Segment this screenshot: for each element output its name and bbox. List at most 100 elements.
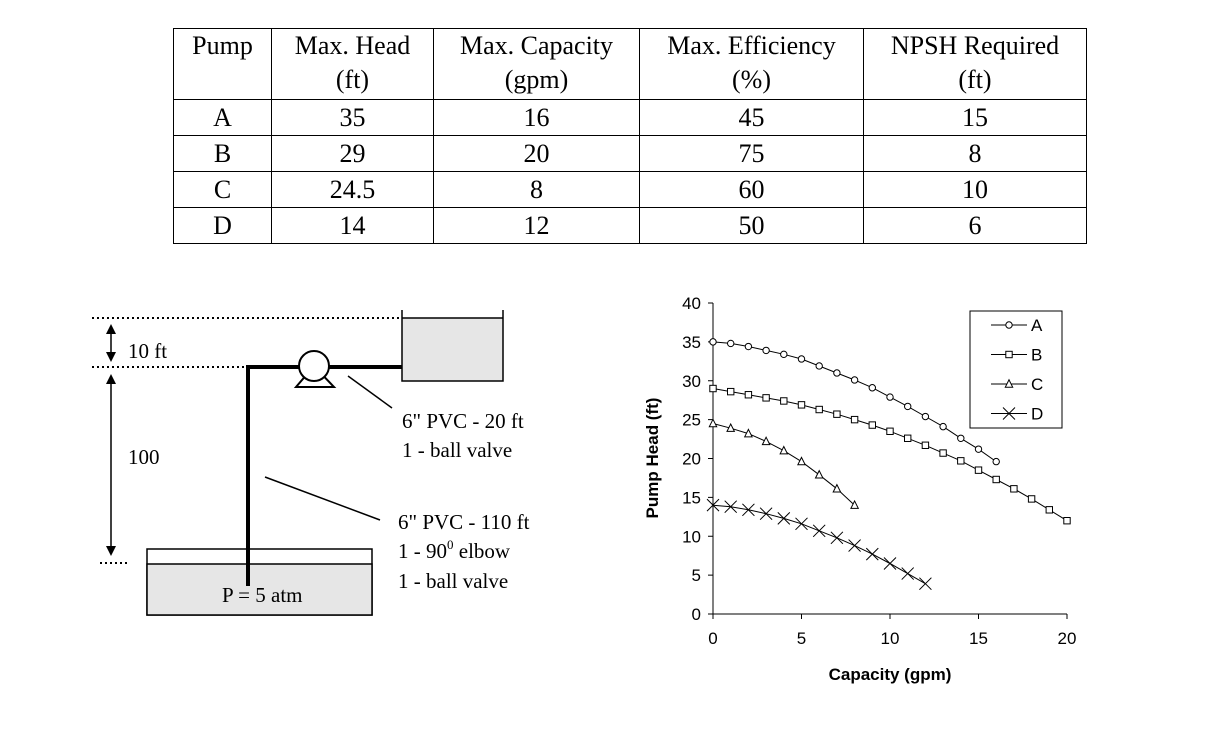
legend-label-A: A xyxy=(1031,316,1043,335)
table-cell: 15 xyxy=(863,99,1087,136)
data-point-D xyxy=(901,567,915,580)
table-cell: 8 xyxy=(433,171,640,208)
chart-series xyxy=(706,338,1071,591)
data-point-A xyxy=(780,350,788,359)
pump-data-table: Pump Max. Head (ft) Max. Capacity (gpm) Ma… xyxy=(173,28,1087,244)
x-tick-label: 15 xyxy=(969,629,988,648)
data-point-A xyxy=(939,422,947,431)
y-tick-label: 20 xyxy=(682,450,701,469)
data-point-C xyxy=(779,445,789,455)
data-point-D xyxy=(883,557,897,570)
data-point-D xyxy=(724,500,738,514)
suction-elbow-suffix: elbow xyxy=(454,539,511,563)
legend-label-C: C xyxy=(1031,375,1043,394)
data-point-A xyxy=(868,384,877,392)
data-point-A xyxy=(921,412,930,421)
data-point-A xyxy=(904,402,912,411)
y-tick-label: 40 xyxy=(682,294,701,313)
x-tick-label: 10 xyxy=(881,629,900,648)
data-point-A xyxy=(762,346,770,355)
header-max-capacity-label: Max. Capacity xyxy=(459,31,614,60)
supply-tank-fluid xyxy=(146,563,373,616)
data-point-C xyxy=(761,436,771,446)
tank-pressure-label: P = 5 atm xyxy=(222,583,302,607)
top-height-arrow-down xyxy=(106,352,116,362)
data-point-D xyxy=(742,503,755,517)
legend-marker-D xyxy=(1002,407,1016,420)
series-B xyxy=(709,384,1071,525)
legend-marker-A xyxy=(1005,321,1013,329)
data-point-B xyxy=(904,434,912,442)
table-cell: 10 xyxy=(863,171,1087,208)
data-point-C xyxy=(726,422,736,432)
data-point-B xyxy=(939,449,947,457)
table-cell: 50 xyxy=(639,207,864,244)
data-point-A xyxy=(727,339,735,348)
data-point-B xyxy=(780,397,788,405)
data-point-B xyxy=(1045,506,1054,514)
header-npsh-required: NPSH Required (ft) xyxy=(863,28,1087,100)
header-max-head-unit: (ft) xyxy=(335,65,370,94)
data-point-D xyxy=(795,517,808,531)
top-height-arrow-up xyxy=(106,324,116,334)
header-pump-label: Pump xyxy=(192,31,253,60)
series-D xyxy=(706,498,932,591)
pump-system-diagram: 10 ft 100 P = 5 atm 6" PVC - 20 ft 1 - b… xyxy=(92,310,530,616)
legend-marker-B xyxy=(1005,350,1013,359)
y-tick-label: 0 xyxy=(692,605,701,624)
data-point-C xyxy=(832,483,842,493)
x-axis-label: Capacity (gpm) xyxy=(829,665,952,684)
data-point-B xyxy=(1063,517,1071,525)
data-point-C xyxy=(796,456,807,466)
pump-icon xyxy=(298,350,330,382)
data-point-B xyxy=(974,466,983,474)
table-cell: 35 xyxy=(271,99,434,136)
data-point-B xyxy=(886,427,894,435)
table-cell: 29 xyxy=(271,135,434,172)
data-point-B xyxy=(709,384,717,393)
y-tick-label: 5 xyxy=(692,566,701,585)
data-point-A xyxy=(957,434,965,442)
header-max-head: Max. Head (ft) xyxy=(271,28,434,100)
x-tick-label: 5 xyxy=(797,629,806,648)
header-max-efficiency-unit: (%) xyxy=(732,65,771,94)
legend-label-D: D xyxy=(1031,405,1043,424)
table-cell: 60 xyxy=(639,171,864,208)
suction-valve-label: 1 - ball valve xyxy=(398,569,508,593)
data-point-A xyxy=(886,393,894,401)
y-tick-label: 35 xyxy=(682,333,701,352)
table-row: C 24.5 8 60 10 xyxy=(173,171,1087,208)
data-point-B xyxy=(921,441,930,449)
data-point-B xyxy=(727,387,735,396)
header-max-efficiency: Max. Efficiency (%) xyxy=(639,28,864,100)
series-line-C xyxy=(712,423,855,506)
receiving-tank xyxy=(401,310,504,382)
data-point-A xyxy=(797,355,806,363)
data-point-C xyxy=(850,499,860,509)
data-point-B xyxy=(833,410,841,418)
data-point-A xyxy=(974,445,983,453)
y-axis-label: Pump Head (ft) xyxy=(643,398,662,519)
y-tick-label: 30 xyxy=(682,372,701,391)
legend-box xyxy=(969,310,1063,429)
header-npsh-unit: (ft) xyxy=(958,65,992,94)
data-point-B xyxy=(957,457,965,465)
data-point-B xyxy=(1027,495,1036,503)
bottom-height-arrow-down xyxy=(106,546,116,556)
legend-label-B: B xyxy=(1031,346,1042,365)
table-row: D 14 12 50 6 xyxy=(173,207,1087,244)
header-max-efficiency-label: Max. Efficiency xyxy=(667,31,836,60)
data-point-B xyxy=(992,475,1000,484)
suction-pipe-label: 6" PVC - 110 ft xyxy=(398,510,530,534)
top-height-label: 10 ft xyxy=(128,339,167,363)
table-cell: 45 xyxy=(639,99,864,136)
data-point-A xyxy=(709,338,717,346)
header-max-capacity-unit: (gpm) xyxy=(504,65,569,94)
x-tick-label: 0 xyxy=(708,629,717,648)
data-point-A xyxy=(992,457,1000,466)
data-point-B xyxy=(744,391,753,399)
data-point-C xyxy=(814,469,824,479)
header-pump: Pump xyxy=(173,28,272,100)
